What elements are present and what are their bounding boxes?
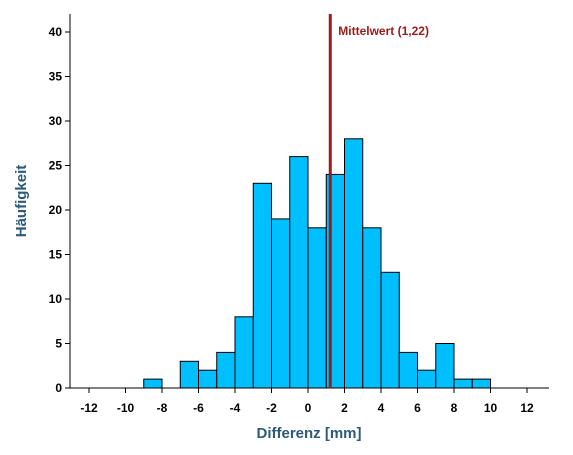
bars-group — [143, 138, 491, 389]
x-tick-label: -4 — [230, 401, 241, 415]
y-tick-label: 0 — [55, 381, 62, 395]
histogram-bar — [307, 227, 327, 389]
y-ticks-group: 0 5 10 15 20 25 30 35 40 — [49, 25, 70, 395]
histogram-bar — [471, 378, 491, 389]
x-tick-label: 6 — [414, 401, 421, 415]
x-tick-label: -10 — [117, 401, 135, 415]
histogram-bar — [344, 138, 364, 389]
x-ticks-group: -12 -10 -8 -6 -4 -2 0 2 4 6 8 10 12 — [80, 388, 534, 415]
histogram-bar — [271, 218, 291, 389]
histogram-bar — [435, 343, 455, 389]
y-tick-label: 10 — [49, 292, 63, 306]
histogram-bar — [398, 351, 418, 389]
x-tick-label: 12 — [520, 401, 534, 415]
histogram-bar — [179, 360, 199, 389]
x-tick-label: 4 — [378, 401, 385, 415]
histogram-bar — [216, 351, 236, 389]
histogram-bar — [362, 227, 382, 389]
x-tick-label: 0 — [305, 401, 312, 415]
histogram-bar — [417, 369, 437, 389]
x-tick-label: -2 — [266, 401, 277, 415]
histogram-bar — [143, 378, 163, 389]
x-tick-label: -8 — [157, 401, 168, 415]
y-tick-label: 40 — [49, 25, 63, 39]
mean-label: Mittelwert (1,22) — [338, 24, 429, 38]
x-tick-label: -6 — [193, 401, 204, 415]
y-tick-label: 25 — [49, 159, 63, 173]
y-tick-label: 15 — [49, 248, 63, 262]
histogram-bar — [453, 378, 473, 389]
y-tick-label: 35 — [49, 70, 63, 84]
y-axis-title: Häufigkeit — [13, 165, 30, 238]
x-tick-label: 2 — [341, 401, 348, 415]
histogram-bar — [289, 156, 309, 389]
histogram-bar — [234, 316, 254, 389]
histogram-bar — [380, 271, 400, 389]
x-tick-label: 10 — [484, 401, 498, 415]
y-tick-label: 20 — [49, 203, 63, 217]
x-tick-label: 8 — [451, 401, 458, 415]
histogram-bar — [252, 182, 272, 389]
y-tick-label: 5 — [55, 337, 62, 351]
mean-group: Mittelwert (1,22) — [328, 14, 429, 388]
x-axis-title: Differenz [mm] — [256, 425, 361, 442]
y-tick-label: 30 — [49, 114, 63, 128]
x-tick-label: -12 — [80, 401, 98, 415]
histogram-bar — [198, 369, 218, 389]
